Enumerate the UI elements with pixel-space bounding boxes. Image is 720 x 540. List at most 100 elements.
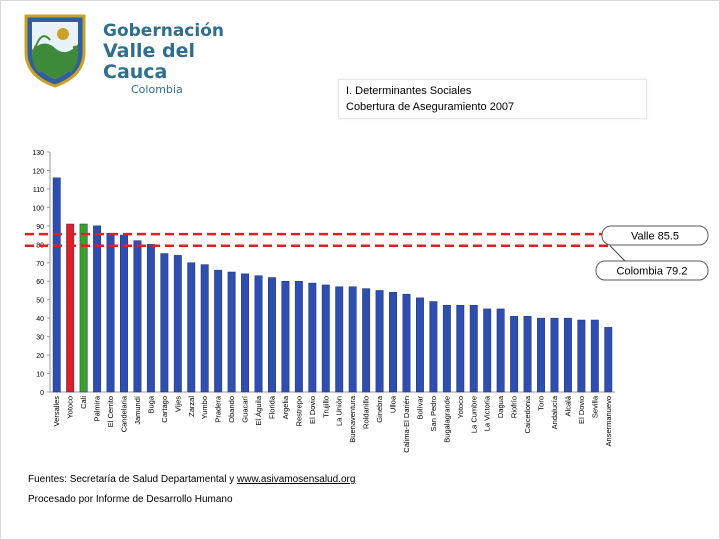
x-tick-label: Argelia [281, 395, 290, 419]
y-tick-label: 10 [36, 372, 44, 379]
x-tick-label: Trujillo [321, 396, 330, 418]
x-tick-label: Caicedonia [523, 395, 532, 433]
y-tick-label: 110 [33, 187, 44, 194]
bar [362, 288, 371, 393]
x-tick-label: El Dovio [308, 396, 317, 424]
bar [577, 319, 586, 393]
gobernacion-logo: Gobernación Valle del Cauca Colombia [20, 10, 250, 96]
bar [200, 264, 209, 393]
section-title: I. Determinantes Sociales [346, 85, 472, 97]
y-tick-label: 100 [32, 205, 44, 212]
y-tick-label: 0 [40, 390, 44, 397]
bar [389, 292, 397, 393]
bar [79, 223, 88, 393]
chart-subtitle: Cobertura de Aseguramiento 2007 [346, 101, 515, 113]
x-tick-label: Yotoco [66, 396, 75, 419]
x-tick-label: Bolívar [415, 395, 424, 419]
x-tick-label: Obando [227, 396, 236, 423]
x-tick-label: Florida [267, 395, 276, 419]
y-tick-label: 90 [36, 224, 44, 231]
bar [227, 271, 236, 393]
x-tick-label: Versalles [52, 396, 61, 427]
x-tick-label: Zarzal [187, 396, 196, 417]
bar [469, 304, 478, 393]
source-prefix: Fuentes: Secretaría de Salud Departament… [28, 474, 238, 485]
x-tick-label: Jamundí [133, 395, 142, 425]
x-tick-label: Cartago [160, 396, 169, 423]
x-tick-label: Guacarí [241, 395, 250, 423]
bar [120, 234, 128, 393]
x-tick-label: Alcalá [563, 395, 572, 416]
bar [160, 253, 169, 393]
bar [106, 232, 115, 393]
bar [308, 282, 317, 393]
x-tick-label: Yotoco [456, 396, 465, 419]
bar [415, 297, 424, 393]
reference-label: Valle 85.5 [631, 231, 679, 243]
logo-line-valle: Valle del Cauca [103, 40, 196, 83]
x-tick-label: Buenaventura [348, 395, 357, 443]
y-tick-label: 130 [32, 150, 44, 157]
bar [52, 177, 61, 393]
bar [442, 304, 451, 393]
bar [335, 286, 344, 393]
bar [294, 280, 303, 393]
x-tick-label: Vijes [173, 396, 182, 412]
logo-line-colombia: Colombia [131, 83, 183, 96]
bar [537, 317, 545, 393]
source-link[interactable]: www.asivamosensalud.org [237, 474, 356, 485]
bar [429, 301, 438, 393]
bar [604, 327, 613, 393]
source-note: Fuentes: Secretaría de Salud Departament… [28, 472, 355, 488]
footnotes: Fuentes: Secretaría de Salud Departament… [28, 472, 355, 508]
callout-leader-line [609, 245, 626, 262]
bar [496, 308, 505, 393]
bar [456, 304, 465, 393]
bar [66, 223, 75, 393]
x-tick-label: San Pedro [429, 396, 438, 431]
x-tick-label: Riofrío [510, 396, 519, 418]
logo-line-gobernacion: Gobernación [103, 21, 224, 41]
x-tick-label: La Cumbre [469, 396, 478, 433]
bar [375, 290, 384, 393]
x-tick-label: Roldanillo [362, 396, 371, 429]
y-tick-label: 120 [32, 168, 44, 175]
x-tick-label: La Unión [335, 396, 344, 426]
y-tick-label: 60 [36, 279, 44, 286]
x-tick-label: Toro [537, 396, 546, 411]
x-tick-label: Ansermanuevo [604, 396, 613, 446]
title-box: I. Determinantes Sociales Cobertura de A… [338, 79, 647, 119]
bar [281, 280, 290, 393]
bar [254, 275, 263, 393]
x-tick-label: El Águila [254, 395, 263, 425]
x-tick-label: Andalucía [550, 395, 559, 429]
bar [563, 317, 572, 393]
x-tick-label: La Victoria [483, 395, 492, 431]
y-tick-label: 30 [36, 335, 44, 342]
x-tick-label: Pradera [214, 395, 223, 423]
bar [510, 316, 519, 393]
bar [321, 284, 330, 393]
x-tick-label: Candelaria [119, 395, 128, 432]
x-tick-label: Sevilla [590, 395, 599, 418]
y-tick-label: 40 [36, 316, 44, 323]
x-tick-label: Bugalagrande [442, 396, 451, 443]
x-tick-label: Calima-El Darién [402, 396, 411, 453]
y-tick-label: 20 [36, 353, 44, 360]
shield-emblem-icon [24, 14, 86, 88]
bar [93, 225, 102, 393]
bar [402, 293, 411, 393]
callout-box [595, 260, 709, 281]
y-tick-label: 50 [36, 298, 44, 305]
bar [550, 317, 559, 393]
bar [268, 277, 276, 393]
bar [214, 269, 223, 393]
x-tick-label: Ulloa [389, 395, 398, 413]
bar [173, 255, 182, 393]
bar [241, 273, 250, 393]
processed-note: Procesado por Informe de Desarrollo Huma… [28, 494, 233, 505]
bar [187, 262, 196, 393]
reference-label: Colombia 79.2 [617, 266, 688, 278]
bar [146, 244, 155, 393]
